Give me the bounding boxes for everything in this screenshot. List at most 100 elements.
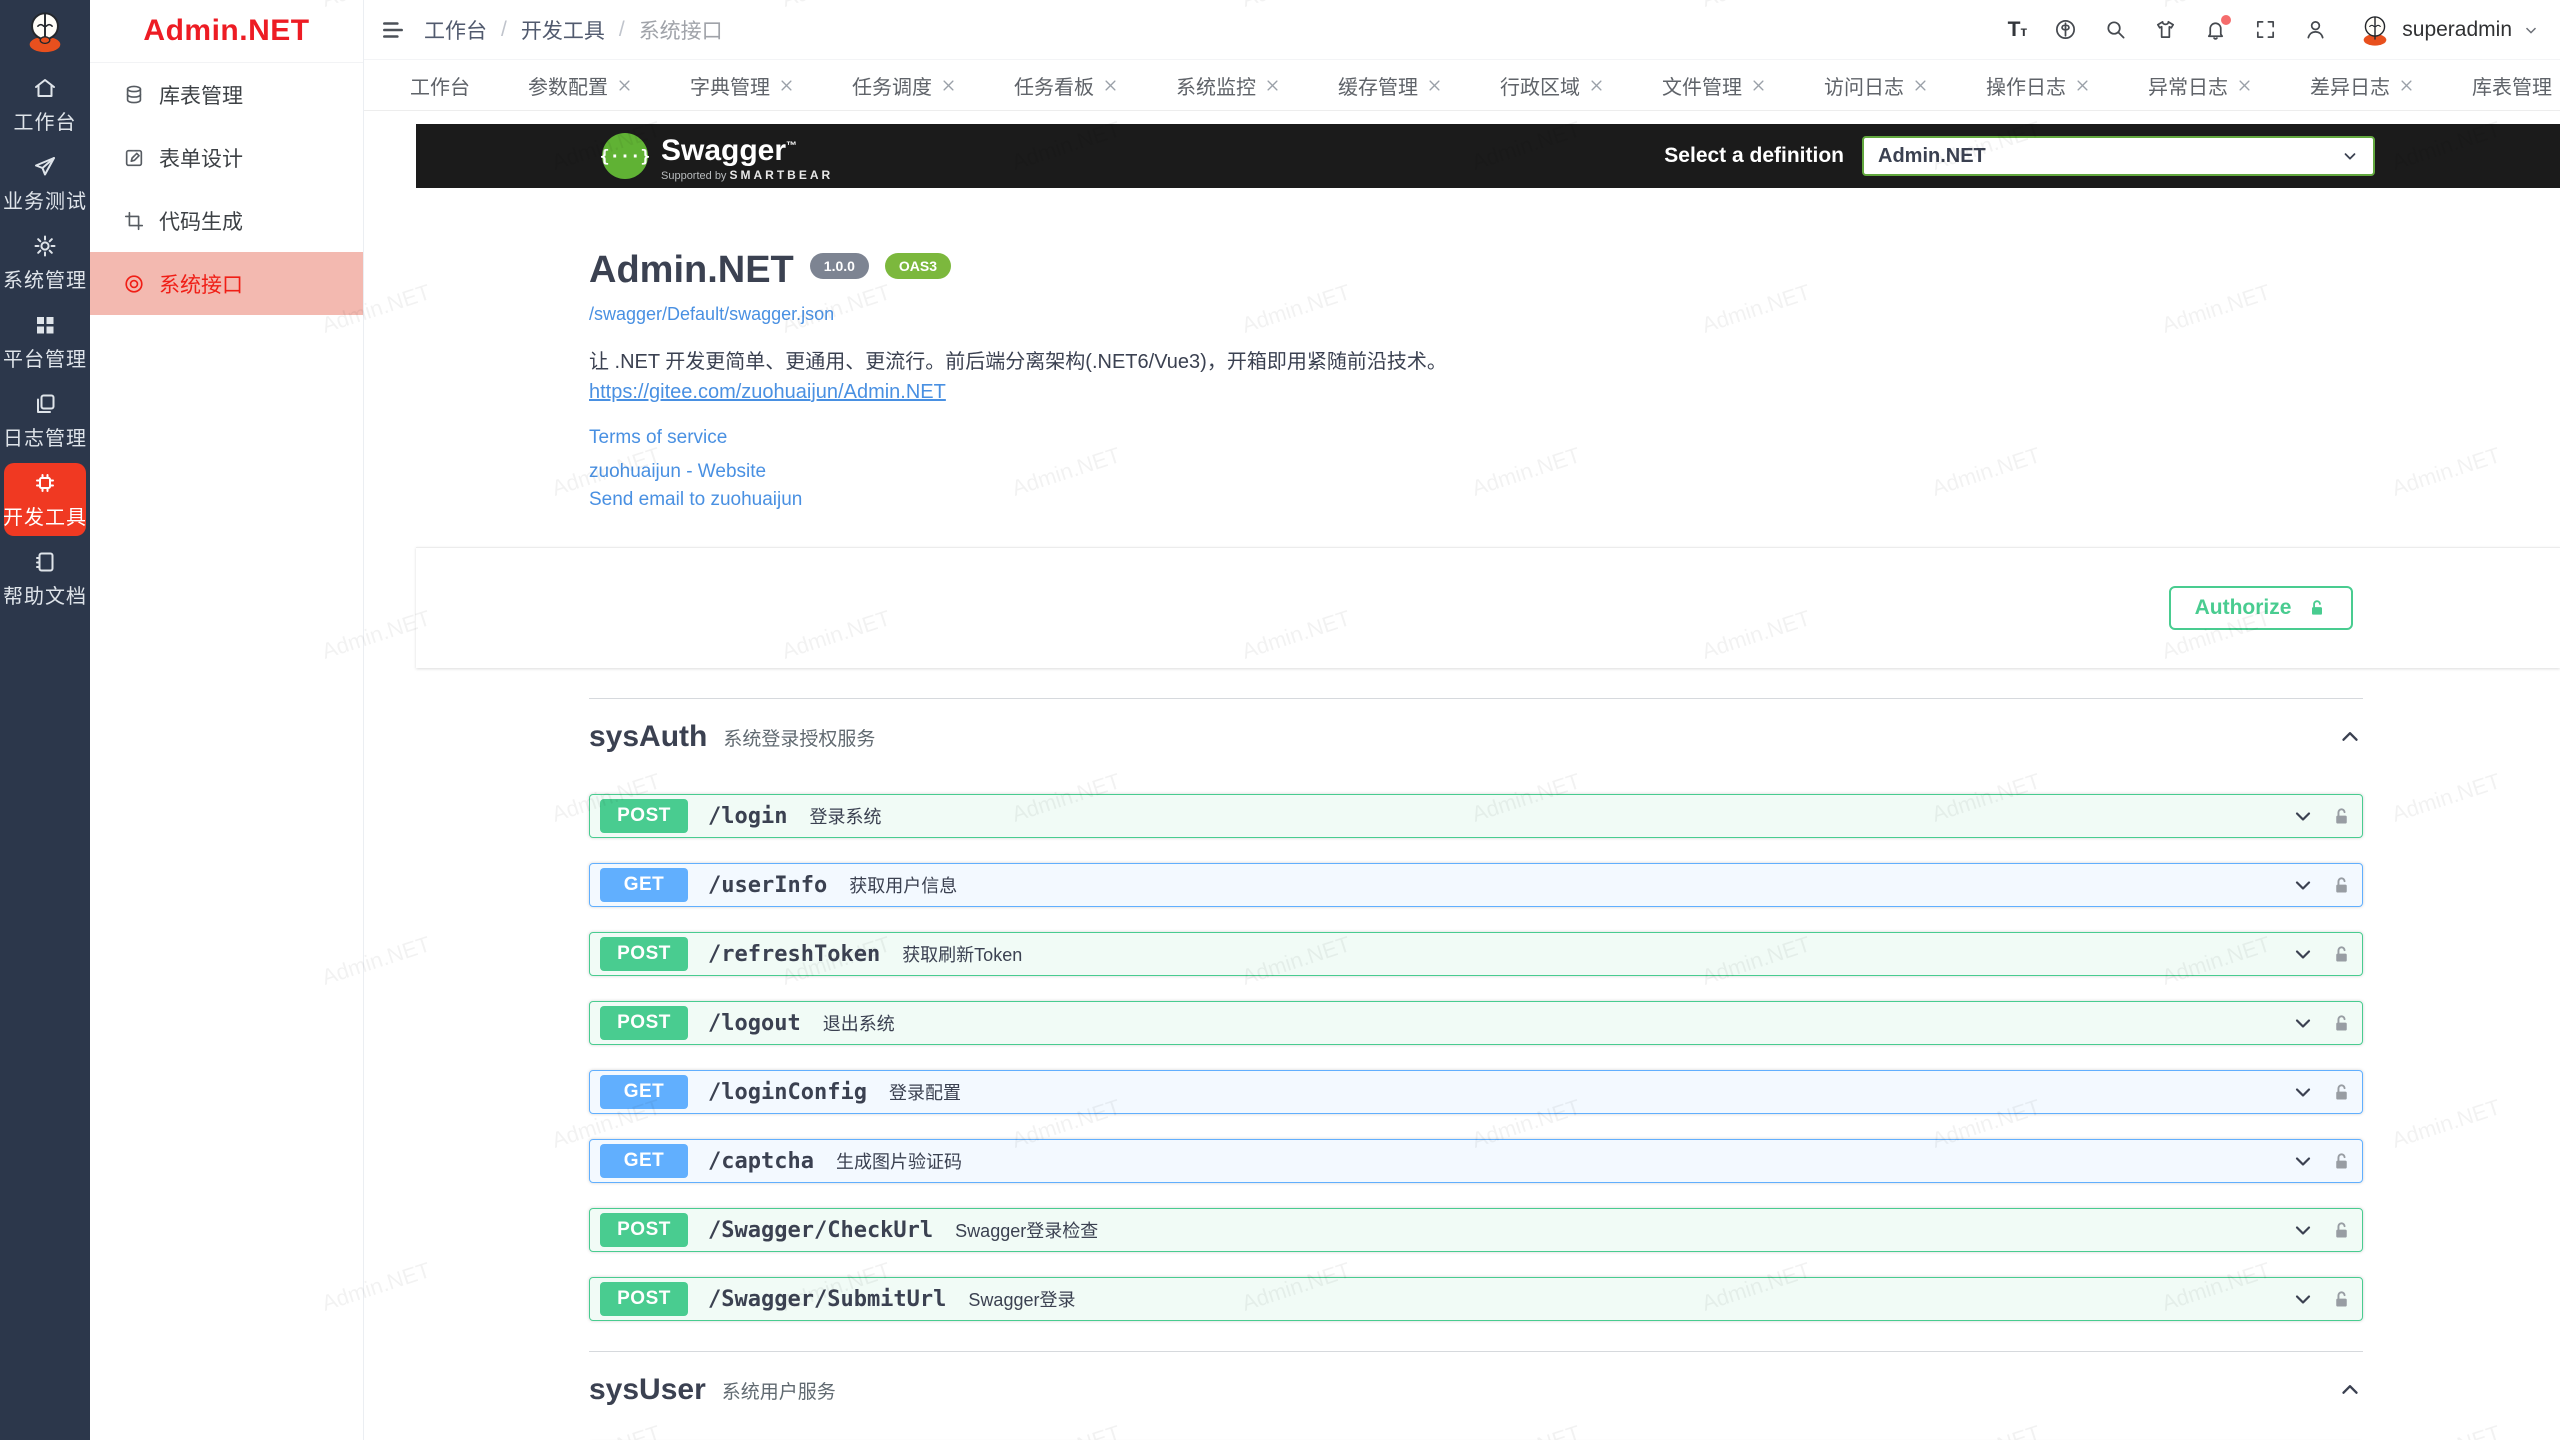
close-icon[interactable] (2399, 78, 2414, 93)
lock-icon[interactable] (2331, 1013, 2352, 1034)
terms-link[interactable]: Terms of service (589, 427, 728, 448)
tab-item[interactable]: 异常日志 (2138, 65, 2262, 106)
close-icon[interactable] (1103, 78, 1118, 93)
chevron-down-icon[interactable] (2291, 1218, 2315, 1242)
scheme-container: Authorize (416, 547, 2560, 668)
tab-item[interactable]: 行政区域 (1490, 65, 1614, 106)
endpoint-path: /refreshToken (708, 941, 881, 967)
spec-url-link[interactable]: /swagger/Default/swagger.json (589, 304, 835, 324)
close-icon[interactable] (1427, 78, 1442, 93)
lock-icon[interactable] (2331, 1220, 2352, 1241)
sidebar-item-help-docs[interactable]: 帮助文档 (3, 542, 86, 615)
endpoint-row[interactable]: POST /login 登录系统 (589, 794, 2363, 838)
lock-icon[interactable] (2331, 944, 2352, 965)
menu-item-label: 表单设计 (159, 147, 243, 171)
tab-item[interactable]: 任务调度 (842, 65, 966, 106)
breadcrumb-item-current: 系统接口 (638, 19, 723, 43)
chevron-down-icon[interactable] (2291, 1011, 2315, 1035)
close-icon[interactable] (2237, 78, 2252, 93)
breadcrumb-item[interactable]: 开发工具 (520, 19, 605, 43)
tab-item[interactable]: 文件管理 (1652, 65, 1776, 106)
endpoint-summary: Swagger登录 (968, 1290, 1076, 1310)
version-badge: 1.0.0 (809, 253, 869, 279)
sidebar-item-dev-tools[interactable]: 开发工具 (3, 463, 86, 536)
contact-email-link[interactable]: Send email to zuohuaijun (589, 489, 803, 510)
menu-item-form-design[interactable]: 表单设计 (90, 126, 363, 189)
chevron-down-icon[interactable] (2291, 873, 2315, 897)
section-header[interactable]: sysAuth 系统登录授权服务 (589, 715, 2363, 759)
sidebar-item-log-management[interactable]: 日志管理 (3, 384, 86, 457)
tab-item[interactable]: 差异日志 (2300, 65, 2424, 106)
section-description: 系统用户服务 (721, 1381, 836, 1403)
lock-icon[interactable] (2331, 875, 2352, 896)
endpoint-row[interactable]: GET /loginConfig 登录配置 (589, 1070, 2363, 1114)
tab-item[interactable]: 操作日志 (1976, 65, 2100, 106)
font-size-icon[interactable]: Tт (2007, 17, 2028, 41)
endpoint-row[interactable]: GET /captcha 生成图片验证码 (589, 1139, 2363, 1183)
icon-nav: 工作台 业务测试 系统管理 平台管理 日志管理 开发工具 帮助文档 (0, 68, 90, 621)
lock-icon[interactable] (2331, 1151, 2352, 1172)
close-icon[interactable] (1265, 78, 1280, 93)
username: superadmin (2402, 17, 2512, 41)
section-header[interactable]: sysUser 系统用户服务 (589, 1368, 2363, 1412)
endpoint-row[interactable]: POST /Swagger/SubmitUrl Swagger登录 (589, 1277, 2363, 1321)
definition-select[interactable]: Admin.NET (1862, 136, 2375, 176)
app-logo[interactable] (0, 0, 90, 62)
swagger-logo-icon: {···} (601, 133, 649, 179)
chevron-down-icon[interactable] (2291, 804, 2315, 828)
chevron-up-icon[interactable] (2337, 1377, 2363, 1403)
tab-item[interactable]: 库表管理 (2462, 65, 2560, 106)
tab-item[interactable]: 字典管理 (680, 65, 804, 106)
contact-website-link[interactable]: zuohuaijun - Website (589, 461, 767, 482)
language-icon[interactable] (2054, 18, 2077, 41)
close-icon[interactable] (617, 78, 632, 93)
lock-icon[interactable] (2331, 806, 2352, 827)
breadcrumb-item[interactable]: 工作台 (424, 19, 487, 43)
endpoint-row[interactable]: POST /refreshToken 获取刷新Token (589, 932, 2363, 976)
chevron-down-icon[interactable] (2291, 1149, 2315, 1173)
close-icon[interactable] (779, 78, 794, 93)
chevron-up-icon[interactable] (2337, 724, 2363, 750)
user-icon[interactable] (2304, 18, 2327, 41)
monk-logo-icon (29, 12, 61, 53)
endpoint-row[interactable]: GET /userInfo 获取用户信息 (589, 863, 2363, 907)
close-icon[interactable] (1913, 78, 1928, 93)
close-icon[interactable] (1751, 78, 1766, 93)
user-menu[interactable]: superadmin (2358, 13, 2540, 47)
tab-item[interactable]: 任务看板 (1004, 65, 1128, 106)
close-icon[interactable] (1589, 78, 1604, 93)
chip-icon (36, 474, 54, 492)
close-icon[interactable] (2075, 78, 2090, 93)
authorize-button[interactable]: Authorize (2169, 586, 2353, 630)
endpoint-row[interactable]: POST /Swagger/CheckUrl Swagger登录检查 (589, 1208, 2363, 1252)
avatar (2363, 15, 2387, 46)
theme-shirt-icon[interactable] (2154, 18, 2177, 41)
tab-item[interactable]: 工作台 (400, 65, 480, 106)
menu-item-code-gen[interactable]: 代码生成 (90, 189, 363, 252)
menu-item-db-table[interactable]: 库表管理 (90, 63, 363, 126)
sidebar-item-workbench[interactable]: 工作台 (4, 68, 86, 141)
tab-item[interactable]: 系统监控 (1166, 65, 1290, 106)
hamburger-menu-icon[interactable] (380, 17, 406, 43)
chevron-down-icon[interactable] (2291, 942, 2315, 966)
lock-icon[interactable] (2331, 1289, 2352, 1310)
sidebar-item-system-management[interactable]: 系统管理 (3, 226, 86, 299)
menu-item-system-api[interactable]: 系统接口 (90, 252, 363, 315)
tab-item[interactable]: 访问日志 (1814, 65, 1938, 106)
close-icon[interactable] (941, 78, 956, 93)
tab-item[interactable]: 参数配置 (518, 65, 642, 106)
fullscreen-icon[interactable] (2254, 18, 2277, 41)
svg-text:{···}: {···} (601, 147, 649, 167)
endpoint-row[interactable]: POST /logout 退出系统 (589, 1001, 2363, 1045)
chevron-down-icon[interactable] (2291, 1080, 2315, 1104)
chevron-down-icon (2344, 153, 2356, 160)
chevron-down-icon[interactable] (2291, 1287, 2315, 1311)
tab-item[interactable]: 缓存管理 (1328, 65, 1452, 106)
sidebar-item-platform-management[interactable]: 平台管理 (3, 305, 86, 378)
repo-link[interactable]: https://gitee.com/zuohuaijun/Admin.NET (589, 381, 946, 403)
method-badge: GET (600, 1075, 688, 1109)
search-icon[interactable] (2104, 18, 2127, 41)
sidebar-item-business-test[interactable]: 业务测试 (3, 147, 86, 220)
lock-icon[interactable] (2331, 1082, 2352, 1103)
notifications-bell-icon[interactable] (2204, 15, 2232, 41)
